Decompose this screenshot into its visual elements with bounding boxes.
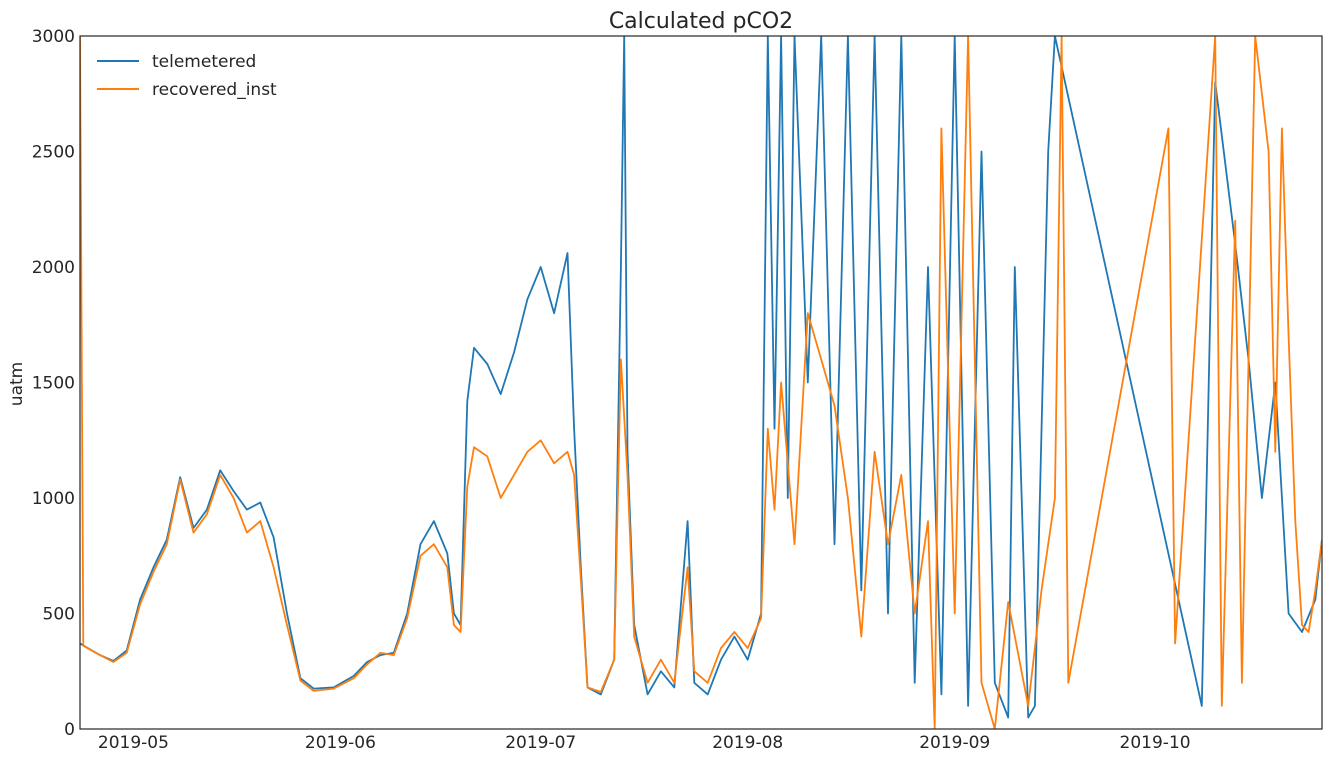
y-tick-label: 1000 [32,489,75,509]
chart-title: Calculated pCO2 [609,9,793,34]
y-axis-label: uatm [7,362,27,406]
x-tick-label: 2019-09 [919,733,990,753]
plot-frame [79,35,1323,730]
x-tick-label: 2019-06 [305,733,376,753]
y-tick-label: 2500 [32,143,75,163]
y-tick-label: 500 [43,605,75,625]
series-line-recovered-inst [80,36,1322,729]
y-tick-label: 1500 [32,374,75,394]
legend-label-recovered-inst: recovered_inst [152,80,277,100]
x-tick-label: 2019-10 [1120,733,1191,753]
x-tick-label: 2019-08 [712,733,783,753]
legend: telemetered recovered_inst [97,52,277,100]
y-tick-label: 0 [64,720,75,740]
series-layer [80,36,1322,729]
y-tick-label: 2000 [32,258,75,278]
x-tick-label: 2019-05 [98,733,169,753]
x-tick-label: 2019-07 [505,733,576,753]
y-tick-label: 3000 [32,27,75,47]
y-axis: 0 500 1000 1500 2000 2500 3000 [32,27,75,740]
legend-label-telemetered: telemetered [152,52,256,72]
x-axis: 2019-05 2019-06 2019-07 2019-08 2019-09 2019-… [98,733,1191,753]
